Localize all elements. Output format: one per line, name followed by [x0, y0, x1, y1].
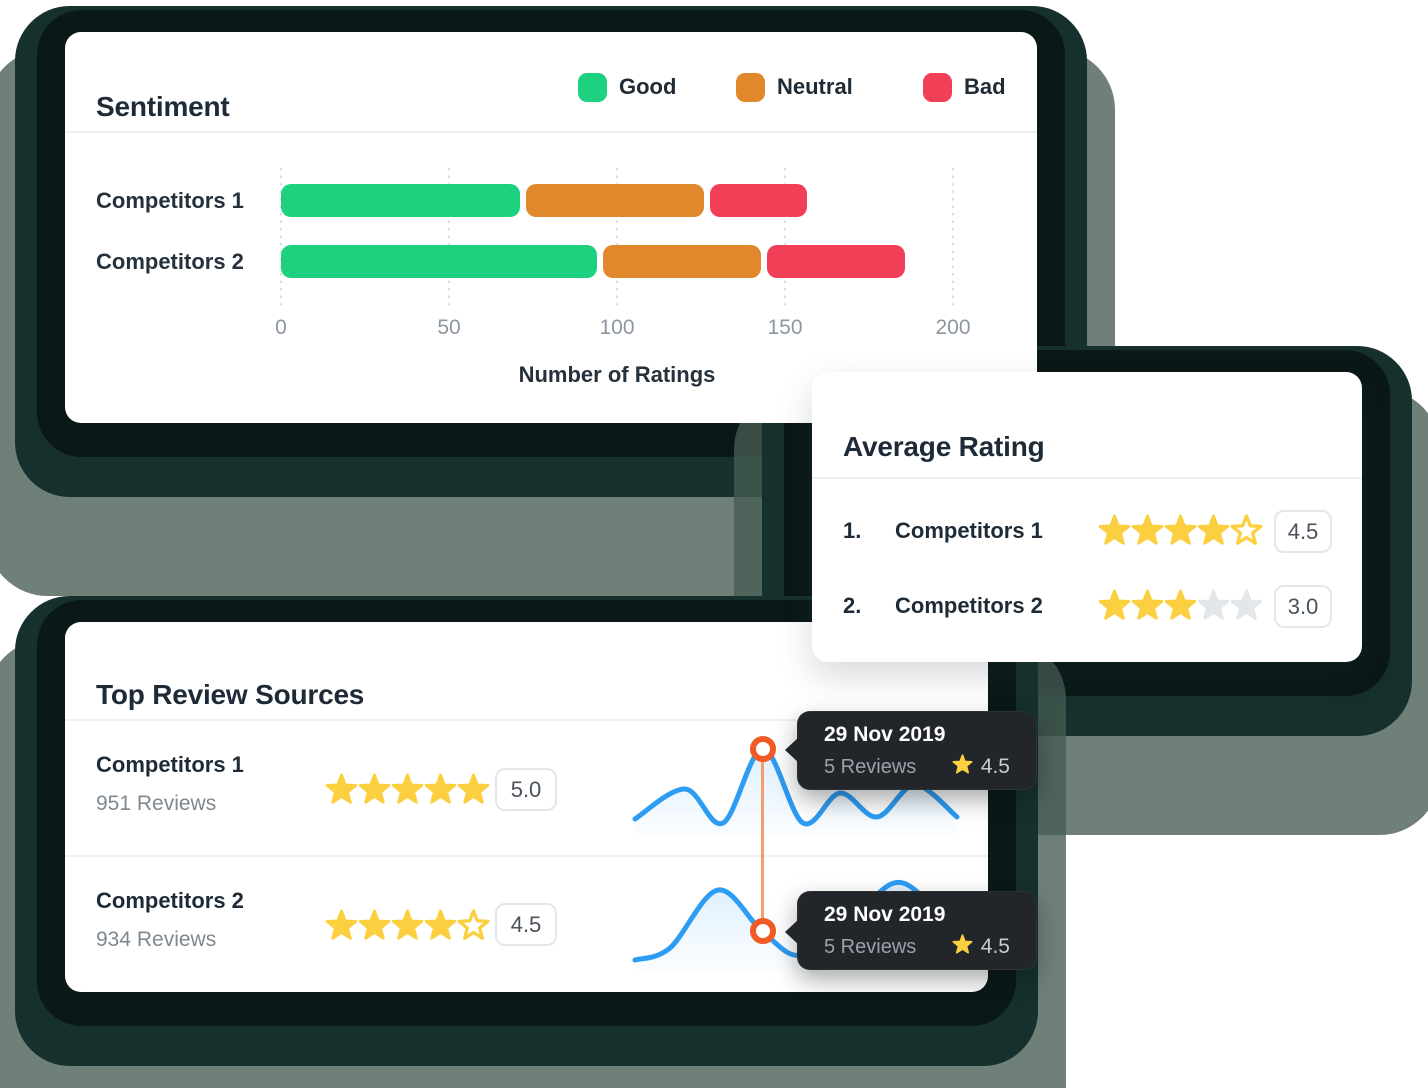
legend-item-bad[interactable]: Bad — [923, 72, 1006, 102]
average-rating-title: Average Rating — [843, 431, 1045, 463]
bar-category-label: Competitors 2 — [96, 248, 244, 274]
review-count: 951 Reviews — [96, 792, 217, 815]
star-half-icon — [457, 909, 490, 940]
bar-segment-neutral[interactable] — [603, 245, 761, 278]
sentiment-card: Sentiment Good Neutral Bad Competitors 1… — [65, 32, 1037, 423]
rating-badge: 4.5 — [1274, 510, 1332, 553]
star-filled-icon — [358, 773, 391, 804]
star-empty-icon — [1230, 589, 1263, 620]
x-axis-tick: 50 — [437, 316, 461, 339]
x-axis-tick: 0 — [275, 316, 287, 339]
point-marker[interactable] — [750, 736, 776, 762]
competitor-name: Competitors 1 — [895, 518, 1043, 543]
star-filled-icon — [1197, 514, 1230, 545]
tooltip-value: 4.5 — [980, 755, 1010, 778]
star-rating — [325, 909, 490, 942]
star-filled-icon — [1098, 514, 1131, 545]
star-filled-icon — [424, 909, 457, 940]
gridline — [784, 168, 786, 310]
score-badge: 4.5 — [495, 903, 557, 946]
bar-segment-good[interactable] — [281, 184, 520, 217]
star-filled-icon — [358, 909, 391, 940]
top-review-sources-title: Top Review Sources — [96, 679, 365, 711]
review-count: 934 Reviews — [96, 928, 217, 951]
stacked-bar-competitors-2 — [281, 245, 953, 278]
star-rating — [325, 773, 490, 806]
star-filled-icon — [457, 773, 490, 804]
legend-item-neutral[interactable]: Neutral — [736, 72, 853, 102]
top-review-sources-card: Top Review Sources Competitors 1 951 Rev… — [65, 622, 988, 992]
header-divider — [812, 477, 1362, 479]
neutral-swatch-icon — [736, 72, 765, 102]
bar-segment-bad[interactable] — [767, 245, 905, 278]
competitor-name: Competitors 1 — [96, 752, 244, 777]
star-filled-icon — [1131, 514, 1164, 545]
tooltip-reviews: 5 Reviews — [824, 935, 917, 958]
score-badge: 5.0 — [495, 768, 557, 811]
stacked-bar-competitors-1 — [281, 184, 953, 217]
good-swatch-icon — [578, 72, 607, 102]
legend-item-good[interactable]: Good — [578, 72, 676, 102]
star-filled-icon — [325, 773, 358, 804]
star-filled-icon — [1164, 514, 1197, 545]
competitor-name: Competitors 2 — [96, 888, 244, 913]
trend-tooltip: 29 Nov 2019 5 Reviews 4.5 — [785, 891, 1037, 970]
bar-segment-good[interactable] — [281, 245, 597, 278]
star-filled-icon — [952, 754, 973, 774]
connector-line — [761, 749, 764, 932]
star-filled-icon — [1164, 589, 1197, 620]
trend-tooltip: 29 Nov 2019 5 Reviews 4.5 — [785, 711, 1037, 790]
star-rating — [1098, 589, 1263, 622]
bad-swatch-icon — [923, 72, 952, 102]
gridline — [448, 168, 450, 310]
bar-segment-neutral[interactable] — [526, 184, 704, 217]
x-axis-tick: 150 — [767, 316, 803, 339]
average-rating-card: Average Rating 1. Competitors 1 4.5 2. C… — [812, 372, 1362, 662]
x-axis-tick: 200 — [935, 316, 971, 339]
star-half-icon — [1230, 514, 1263, 545]
header-divider — [65, 131, 1037, 133]
tooltip-date: 29 Nov 2019 — [824, 903, 946, 926]
x-axis-tick: 100 — [599, 316, 635, 339]
star-filled-icon — [325, 909, 358, 940]
star-filled-icon — [952, 934, 973, 954]
gridline — [616, 168, 618, 310]
bar-category-label: Competitors 1 — [96, 187, 244, 213]
star-rating — [1098, 514, 1263, 547]
gridline — [952, 168, 954, 310]
rating-badge: 3.0 — [1274, 585, 1332, 628]
tooltip-arrow-icon — [785, 919, 799, 945]
star-filled-icon — [1131, 589, 1164, 620]
tooltip-date: 29 Nov 2019 — [824, 723, 946, 746]
star-icon — [952, 754, 973, 780]
gridline — [280, 168, 282, 310]
sparkline-line — [632, 879, 960, 963]
sentiment-card-title: Sentiment — [96, 91, 230, 123]
sparkline-competitors-1[interactable] — [632, 745, 960, 835]
sparkline-line — [632, 746, 960, 827]
header-divider — [65, 719, 988, 721]
tooltip-arrow-icon — [785, 737, 799, 763]
rank-label: 1. — [843, 518, 862, 543]
point-marker[interactable] — [750, 918, 776, 944]
star-filled-icon — [1098, 589, 1131, 620]
star-empty-icon — [1197, 589, 1230, 620]
tooltip-reviews: 5 Reviews — [824, 755, 917, 778]
star-filled-icon — [391, 773, 424, 804]
bar-segment-bad[interactable] — [710, 184, 807, 217]
legend-label-neutral: Neutral — [777, 74, 853, 99]
tooltip-value: 4.5 — [980, 935, 1010, 958]
star-filled-icon — [391, 909, 424, 940]
row-divider — [65, 855, 988, 857]
star-icon — [952, 934, 973, 960]
legend-label-good: Good — [619, 74, 677, 99]
rank-label: 2. — [843, 593, 862, 618]
competitor-name: Competitors 2 — [895, 593, 1043, 618]
star-filled-icon — [424, 773, 457, 804]
legend-label-bad: Bad — [964, 74, 1006, 99]
x-axis-title: Number of Ratings — [518, 362, 716, 387]
